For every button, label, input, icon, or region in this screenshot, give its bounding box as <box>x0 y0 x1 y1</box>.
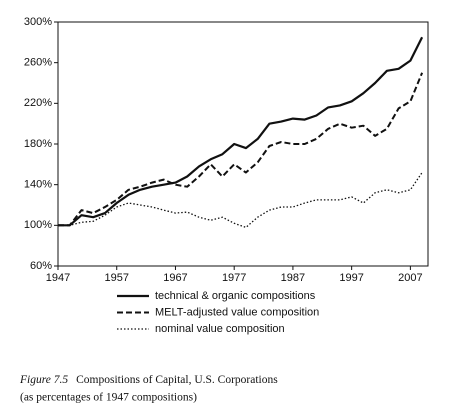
y-tick-label: 220% <box>24 97 52 109</box>
x-tick-label: 1987 <box>281 272 305 284</box>
caption-label: Figure 7.5 <box>19 374 68 386</box>
x-tick-label: 1967 <box>163 272 187 284</box>
series-line <box>58 172 423 229</box>
caption-text: Compositions of Capital, U.S. Corporatio… <box>76 374 278 386</box>
series-line <box>58 72 424 227</box>
series-line <box>58 36 424 227</box>
y-tick-label: 300% <box>24 16 52 28</box>
x-tick-label: 1947 <box>46 272 70 284</box>
y-tick-label: 60% <box>30 260 52 272</box>
y-tick-label: 180% <box>24 138 52 150</box>
caption-subtext: (as percentages of 1947 compositions) <box>20 392 197 404</box>
plot-frame <box>57 21 429 267</box>
legend-label: nominal value composition <box>155 323 285 335</box>
y-tick-label: 260% <box>24 57 52 69</box>
x-tick-label: 2007 <box>398 272 422 284</box>
x-tick-label: 1957 <box>104 272 128 284</box>
legend-label: MELT-adjusted value composition <box>155 306 319 318</box>
x-tick-label: 1997 <box>339 272 363 284</box>
y-tick-label: 100% <box>24 219 52 231</box>
y-tick-label: 140% <box>24 179 52 191</box>
legend-label: technical & organic compositions <box>155 290 316 302</box>
x-tick-label: 1977 <box>222 272 246 284</box>
caption: Figure 7.5 Compositions of Capital, U.S. … <box>19 374 278 386</box>
